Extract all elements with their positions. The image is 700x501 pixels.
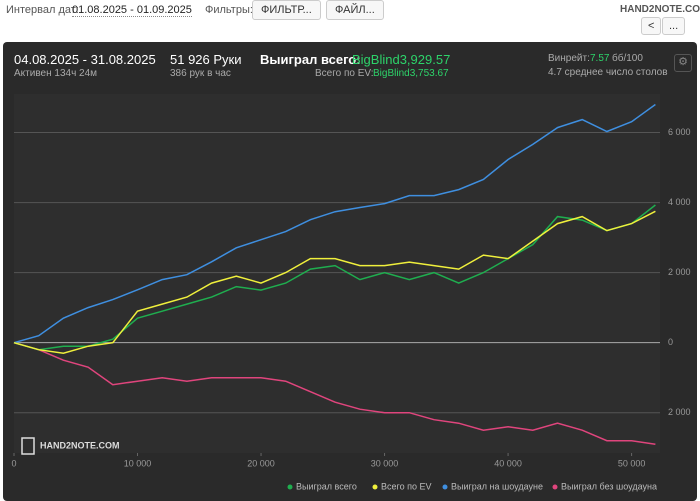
legend-label: Выиграл всего (296, 481, 357, 491)
winrate-unit: бб/100 (612, 53, 643, 64)
x-tick-label: 30 000 (371, 458, 399, 468)
period: 04.08.2025 - 31.08.2025 (14, 52, 156, 67)
hands: 51 926 Руки (170, 52, 242, 67)
legend-marker (372, 484, 378, 490)
legend-marker (442, 484, 448, 490)
winrate-value: 7.57 (590, 53, 610, 64)
x-tick-label: 20 000 (247, 458, 275, 468)
won-value: BigBlind3,929.57 (352, 52, 451, 67)
filters-label: Фильтры: (205, 4, 253, 16)
legend-marker (552, 484, 558, 490)
back-button[interactable]: < (641, 17, 662, 35)
hands-per-hour: 386 рук в час (170, 68, 231, 79)
more-button[interactable]: ... (662, 17, 686, 35)
y-tick-label: 4 000 (668, 197, 691, 207)
active-time: Активен 134ч 24м (14, 68, 98, 79)
date-range[interactable]: 01.08.2025 - 01.09.2025 (72, 4, 192, 17)
file-button[interactable]: ФАЙЛ... (326, 0, 384, 20)
plot-area (14, 94, 660, 453)
x-tick-label: 50 000 (618, 458, 646, 468)
settings-icon[interactable]: ⚙ (674, 54, 692, 72)
legend-label: Всего по EV (381, 481, 431, 491)
x-tick-label: 40 000 (494, 458, 522, 468)
filter-button[interactable]: ФИЛЬТР... (252, 0, 321, 20)
watermark-icon (21, 437, 35, 455)
y-tick-label: 6 000 (668, 127, 691, 137)
x-tick-label: 0 (11, 458, 16, 468)
won-label: Выиграл всего: (260, 52, 361, 67)
logo: HAND2NOTE.COM (620, 4, 700, 15)
winrate-label: Винрейт: (548, 53, 590, 64)
tables: 4.7 среднее число столов (548, 67, 668, 78)
series-line (13, 341, 656, 445)
ev-label: Всего по EV: (315, 68, 374, 79)
y-tick-label: 0 (668, 337, 673, 347)
ev-value: BigBlind3,753.67 (373, 68, 449, 79)
legend-label: Выиграл без шоудауна (561, 481, 657, 491)
y-tick-label: 2 000 (668, 267, 691, 277)
series-line (13, 103, 656, 344)
y-tick-label: 2 000 (668, 407, 691, 417)
legend-label: Выиграл на шоудауне (451, 481, 543, 491)
legend-marker (287, 484, 293, 490)
series-line (13, 210, 656, 354)
watermark: HAND2NOTE.COM (40, 440, 120, 450)
x-tick-label: 10 000 (124, 458, 152, 468)
date-label: Интервал дат: (6, 4, 79, 16)
